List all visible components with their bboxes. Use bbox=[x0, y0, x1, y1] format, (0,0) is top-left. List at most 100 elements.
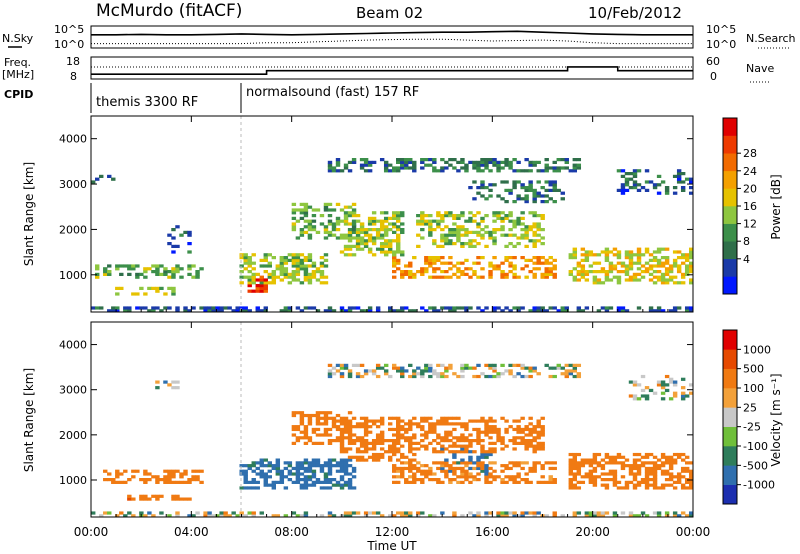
velocity-cell bbox=[420, 372, 425, 376]
power-cell bbox=[111, 306, 116, 310]
velocity-cell bbox=[167, 472, 172, 476]
power-cell bbox=[616, 278, 622, 282]
power-cell bbox=[311, 208, 317, 212]
velocity-cell bbox=[448, 480, 453, 484]
velocity-cell bbox=[347, 436, 353, 440]
velocity-cell bbox=[660, 397, 666, 401]
velocity-cell bbox=[528, 433, 533, 437]
power-cell bbox=[588, 250, 594, 254]
velocity-cell bbox=[195, 478, 200, 482]
velocity-cell bbox=[420, 480, 425, 484]
velocity-cell bbox=[468, 455, 473, 459]
velocity-cell bbox=[171, 469, 176, 473]
velocity-cell bbox=[444, 436, 449, 440]
power-cell bbox=[512, 180, 517, 184]
power-cell bbox=[688, 264, 694, 268]
velocity-cell bbox=[404, 480, 409, 484]
power-cell bbox=[648, 267, 654, 271]
power-cell bbox=[307, 278, 313, 282]
velocity-cell bbox=[484, 464, 489, 468]
power-cell bbox=[243, 275, 248, 279]
velocity-cell bbox=[263, 483, 268, 487]
velocity-cell bbox=[255, 480, 260, 484]
power-cell bbox=[484, 230, 489, 234]
power-cell bbox=[323, 230, 329, 234]
power-cell bbox=[371, 253, 377, 257]
velocity-cell bbox=[440, 469, 445, 473]
power-cell bbox=[500, 197, 505, 201]
velocity-cell bbox=[520, 363, 525, 367]
velocity-cell bbox=[404, 511, 409, 515]
power-cell bbox=[444, 160, 449, 164]
velocity-cell bbox=[632, 483, 638, 487]
velocity-cell bbox=[343, 447, 349, 451]
power-cell bbox=[363, 242, 369, 246]
velocity-cell bbox=[195, 469, 200, 473]
velocity-cell bbox=[680, 469, 686, 473]
velocity-cell bbox=[548, 366, 553, 370]
velocity-cell bbox=[396, 450, 401, 454]
power-cell bbox=[187, 272, 192, 276]
velocity-cell bbox=[500, 436, 505, 440]
power-cell bbox=[552, 186, 557, 190]
velocity-cell bbox=[195, 475, 200, 479]
power-cell bbox=[460, 166, 465, 170]
velocity-cell bbox=[688, 480, 694, 484]
velocity-cell bbox=[544, 514, 549, 518]
velocity-cell bbox=[660, 469, 666, 473]
power-cell bbox=[343, 205, 349, 209]
power-cell bbox=[444, 166, 449, 170]
velocity-cell bbox=[416, 441, 421, 445]
power-cell bbox=[432, 270, 437, 274]
velocity-cell bbox=[335, 483, 341, 487]
power-cell bbox=[516, 242, 521, 246]
power-cell bbox=[604, 256, 610, 260]
velocity-cell bbox=[484, 452, 489, 457]
power-cell bbox=[271, 278, 277, 282]
velocity-cell bbox=[363, 372, 369, 376]
velocity-cell bbox=[323, 416, 329, 420]
velocity-cell bbox=[412, 436, 417, 440]
velocity-cell bbox=[672, 511, 678, 515]
velocity-cell bbox=[363, 419, 369, 423]
power-cell bbox=[672, 309, 678, 313]
velocity-cell bbox=[508, 511, 513, 515]
power-cell bbox=[420, 219, 425, 223]
power-cell bbox=[436, 225, 441, 229]
velocity-cell bbox=[243, 464, 248, 468]
velocity-cell bbox=[628, 472, 634, 476]
power-cell bbox=[648, 264, 654, 268]
velocity-cell bbox=[440, 444, 445, 448]
power-cell bbox=[396, 158, 401, 162]
velocity-cell bbox=[508, 461, 513, 465]
power-cell bbox=[476, 225, 481, 229]
power-cell bbox=[335, 216, 341, 220]
power-cell bbox=[279, 267, 285, 271]
power-cell bbox=[119, 286, 124, 290]
velocity-cell bbox=[644, 466, 650, 471]
velocity-cell bbox=[460, 514, 465, 518]
power-cell bbox=[688, 191, 694, 195]
velocity-cell bbox=[404, 455, 409, 459]
velocity-cell bbox=[528, 430, 533, 434]
power-colorbar-tick-label: 12 bbox=[743, 218, 757, 231]
velocity-cell bbox=[552, 461, 557, 465]
velocity-cell bbox=[644, 486, 650, 490]
power-cell bbox=[432, 306, 437, 310]
velocity-cell bbox=[291, 433, 297, 437]
velocity-cell bbox=[331, 366, 337, 370]
velocity-cell bbox=[624, 480, 630, 484]
velocity-cell bbox=[424, 369, 429, 373]
power-cell bbox=[464, 267, 469, 271]
velocity-cell bbox=[283, 475, 289, 479]
velocity-cell bbox=[404, 478, 409, 482]
velocity-cell bbox=[528, 439, 533, 443]
velocity-cell bbox=[251, 480, 256, 484]
power-cell bbox=[347, 309, 353, 313]
power-cell bbox=[111, 177, 116, 181]
power-cell bbox=[540, 306, 545, 310]
power-cell bbox=[464, 306, 469, 310]
power-cell bbox=[508, 166, 513, 170]
power-cell bbox=[528, 163, 533, 167]
power-cell bbox=[440, 236, 445, 240]
